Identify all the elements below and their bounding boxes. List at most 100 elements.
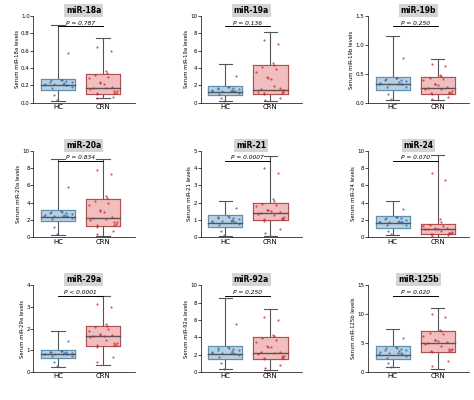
- Point: [392, 344, 400, 350]
- Point: [57, 348, 65, 354]
- Point: [225, 213, 232, 219]
- Point: [41, 212, 49, 219]
- Point: [258, 335, 266, 342]
- Point: [68, 79, 75, 85]
- Point: [97, 332, 104, 338]
- Point: [399, 335, 407, 341]
- Point: [260, 314, 268, 320]
- Point: [439, 222, 447, 229]
- Text: P = 0.136: P = 0.136: [233, 20, 262, 26]
- Point: [53, 97, 60, 104]
- Point: [93, 94, 101, 101]
- Point: [444, 94, 452, 100]
- Point: [270, 333, 278, 340]
- Point: [46, 210, 54, 216]
- Point: [58, 347, 66, 354]
- Point: [438, 343, 445, 349]
- Point: [382, 76, 389, 82]
- Point: [431, 336, 438, 343]
- Point: [103, 337, 110, 344]
- Point: [431, 337, 439, 344]
- Point: [68, 84, 75, 90]
- Point: [103, 322, 110, 329]
- Point: [443, 339, 451, 345]
- Point: [229, 85, 237, 92]
- Point: [109, 228, 117, 235]
- Point: [276, 85, 283, 92]
- Point: [59, 213, 67, 219]
- Point: [53, 363, 60, 369]
- Point: [229, 346, 237, 352]
- Point: [382, 214, 389, 221]
- Point: [235, 216, 243, 222]
- Point: [216, 222, 223, 229]
- Point: [93, 342, 100, 348]
- Point: [260, 90, 268, 96]
- Point: [64, 82, 71, 88]
- Point: [264, 344, 272, 350]
- Point: [424, 225, 432, 232]
- Point: [87, 334, 94, 341]
- Point: [385, 219, 393, 225]
- Point: [419, 77, 427, 84]
- Point: [100, 209, 107, 215]
- Y-axis label: Serum miR-18a levels: Serum miR-18a levels: [15, 30, 19, 88]
- Point: [397, 350, 404, 356]
- Point: [447, 90, 455, 96]
- Point: [50, 81, 58, 88]
- Point: [376, 349, 383, 356]
- Point: [419, 332, 427, 339]
- Point: [439, 76, 447, 82]
- Point: [267, 76, 274, 82]
- Point: [93, 222, 100, 228]
- Point: [214, 215, 221, 222]
- Point: [93, 301, 100, 307]
- Point: [107, 304, 115, 310]
- Point: [48, 353, 56, 359]
- Point: [281, 352, 288, 359]
- Point: [424, 85, 432, 91]
- Point: [91, 72, 99, 78]
- Point: [64, 213, 71, 220]
- Y-axis label: Serum miR-29a levels: Serum miR-29a levels: [20, 300, 25, 358]
- Text: P = 0.250: P = 0.250: [401, 20, 429, 26]
- Point: [278, 89, 285, 96]
- Point: [107, 48, 115, 54]
- Point: [260, 216, 268, 222]
- Point: [428, 231, 436, 237]
- Point: [261, 96, 268, 103]
- Point: [103, 215, 110, 222]
- Point: [90, 84, 97, 91]
- Point: [93, 90, 100, 96]
- Text: P = 0.787: P = 0.787: [66, 20, 95, 26]
- Point: [419, 223, 427, 230]
- Point: [402, 216, 410, 223]
- Point: [444, 358, 452, 364]
- Point: [398, 219, 406, 226]
- Point: [428, 349, 436, 356]
- Title: miR-125b: miR-125b: [398, 275, 439, 284]
- Point: [385, 80, 393, 87]
- Point: [93, 166, 100, 173]
- Point: [272, 202, 280, 208]
- Point: [375, 80, 383, 87]
- Point: [383, 84, 391, 90]
- Point: [264, 75, 272, 81]
- Title: miR-19b: miR-19b: [401, 6, 436, 15]
- Point: [261, 356, 268, 363]
- Point: [260, 165, 268, 171]
- Point: [225, 84, 232, 90]
- Point: [90, 332, 97, 339]
- Point: [278, 214, 285, 221]
- Point: [214, 214, 222, 220]
- Point: [381, 346, 389, 353]
- Point: [235, 220, 243, 227]
- Point: [272, 66, 280, 72]
- Point: [267, 344, 274, 351]
- Point: [402, 83, 410, 90]
- Point: [91, 324, 99, 331]
- Title: miR-19a: miR-19a: [234, 6, 269, 15]
- Point: [260, 37, 268, 44]
- Point: [442, 177, 449, 183]
- Point: [428, 230, 435, 237]
